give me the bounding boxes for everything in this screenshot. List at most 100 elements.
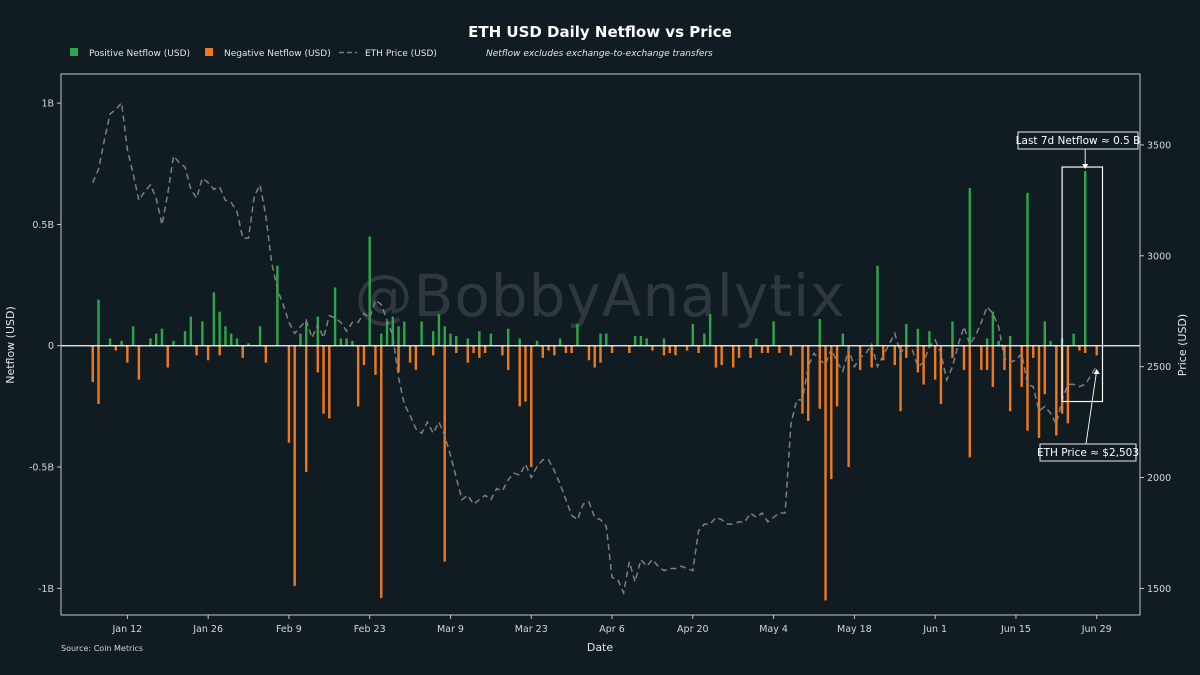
positive-netflow-bar	[183, 331, 187, 346]
price-annotation-text: ETH Price ≈ $2,503	[1037, 447, 1139, 459]
positive-netflow-bar	[160, 328, 164, 346]
negative-netflow-bar	[1083, 345, 1087, 353]
positive-netflow-bar	[230, 333, 233, 346]
netflow-arrowhead	[1082, 164, 1089, 170]
negative-netflow-bar	[870, 345, 873, 368]
negative-netflow-bar	[241, 345, 244, 358]
x-tick-label: Jun 1	[922, 624, 947, 635]
negative-netflow-bar	[905, 345, 908, 358]
negative-netflow-bar	[939, 345, 943, 404]
netflow-annotation-text: Last 7d Netflow ≈ 0.5 B	[1016, 135, 1141, 147]
positive-netflow-bar	[431, 331, 435, 346]
last-7d-highlight-box	[1061, 166, 1104, 403]
legend-label-negative: Negative Netflow (USD)	[224, 49, 331, 59]
negative-netflow-bar	[807, 345, 810, 421]
negative-netflow-bar	[801, 345, 804, 414]
y2-tick-label: 1500	[1147, 584, 1171, 595]
y2-axis-title: Price (USD)	[1176, 314, 1189, 376]
negative-netflow-bar	[206, 345, 210, 361]
positive-netflow-bar	[201, 321, 204, 346]
positive-netflow-bar	[905, 323, 908, 346]
y-axis-title: Netflow (USD)	[4, 306, 17, 384]
positive-netflow-bar	[258, 326, 262, 346]
positive-netflow-bar	[351, 340, 354, 346]
negative-netflow-bar	[524, 345, 527, 402]
positive-netflow-bar	[478, 331, 481, 346]
y2-tick-label: 2000	[1147, 473, 1171, 484]
x-tick-label: Feb 23	[354, 624, 386, 635]
positive-netflow-bar	[639, 336, 643, 346]
watermark: @BobbyAnalytix	[355, 262, 846, 330]
negative-netflow-bar	[847, 345, 850, 468]
y-tick-label: 0	[48, 341, 54, 352]
positive-netflow-bar	[997, 340, 1000, 346]
negative-netflow-bar	[685, 345, 689, 351]
negative-netflow-bar	[778, 345, 781, 353]
positive-netflow-bar	[841, 333, 845, 346]
negative-netflow-bar	[443, 345, 446, 562]
positive-netflow-bar	[316, 316, 319, 346]
negative-netflow-bar	[714, 345, 718, 368]
negative-netflow-bar	[599, 345, 602, 363]
annotations: Last 7d Netflow ≈ 0.5 B ETH Price ≈ $2,50…	[1016, 131, 1141, 462]
positive-netflow-bar	[703, 333, 706, 346]
chart-title: ETH USD Daily Netflow vs Price	[468, 23, 732, 41]
negative-netflow-bar	[628, 345, 631, 353]
negative-netflow-bar	[962, 345, 966, 370]
negative-netflow-bar	[720, 345, 723, 366]
negative-netflow-bar	[126, 345, 129, 363]
x-tick-label: Jun 15	[1000, 624, 1031, 635]
negative-netflow-bar	[610, 345, 614, 353]
price-annotation-arrow	[1085, 369, 1098, 445]
negative-netflow-bar	[933, 345, 937, 380]
negative-netflow-bar	[518, 345, 521, 407]
positive-netflow-bar	[1008, 336, 1012, 346]
y2-tick-label: 3000	[1147, 251, 1171, 262]
negative-netflow-bar	[455, 345, 458, 353]
negative-netflow-bar	[1008, 345, 1012, 412]
negative-netflow-bar	[431, 345, 435, 356]
negative-netflow-bar	[893, 345, 896, 366]
positive-netflow-bar	[212, 292, 216, 346]
negative-netflow-bar	[483, 345, 487, 353]
positive-netflow-bar	[1083, 171, 1087, 346]
negative-netflow-bar	[980, 345, 983, 370]
y-tick-label: -0.5B	[29, 463, 54, 474]
negative-netflow-bar	[951, 345, 954, 358]
positive-netflow-bar	[397, 326, 400, 346]
netflow-bars	[91, 171, 1098, 601]
positive-netflow-bar	[97, 299, 100, 346]
x-axis-title: Date	[587, 641, 614, 654]
negative-netflow-bar	[1026, 345, 1029, 431]
negative-netflow-bar	[824, 345, 827, 601]
positive-netflow-bar	[299, 333, 302, 346]
x-tick-label: Feb 9	[276, 624, 302, 635]
legend-swatch-negative	[205, 48, 213, 56]
negative-netflow-bar	[114, 345, 118, 351]
legend-label-price: ETH Price (USD)	[365, 49, 437, 59]
eth-price-line	[92, 101, 1098, 596]
negative-netflow-bar	[472, 345, 475, 353]
positive-netflow-bar	[224, 326, 227, 346]
y-tick-label: 1B	[41, 99, 54, 110]
positive-netflow-bar	[755, 338, 758, 346]
positive-netflow-bar	[576, 323, 579, 346]
y-tick-label: 0.5B	[32, 220, 54, 231]
positive-netflow-bar	[645, 338, 648, 346]
positive-netflow-bar	[276, 265, 279, 346]
negative-netflow-bar	[593, 345, 596, 368]
negative-netflow-bar	[899, 345, 902, 412]
positive-netflow-bar	[1049, 340, 1052, 346]
positive-netflow-bar	[605, 333, 608, 346]
negative-netflow-bar	[322, 345, 325, 414]
negative-netflow-bar	[328, 345, 331, 419]
negative-netflow-bar	[916, 345, 920, 373]
negative-netflow-bar	[547, 345, 550, 351]
negative-netflow-bar	[380, 345, 383, 599]
negative-netflow-bar	[264, 345, 268, 363]
negative-netflow-bar	[478, 345, 481, 358]
negative-netflow-bar	[1095, 345, 1098, 356]
positive-netflow-bar	[1072, 333, 1075, 346]
negative-netflow-bar	[587, 345, 591, 361]
